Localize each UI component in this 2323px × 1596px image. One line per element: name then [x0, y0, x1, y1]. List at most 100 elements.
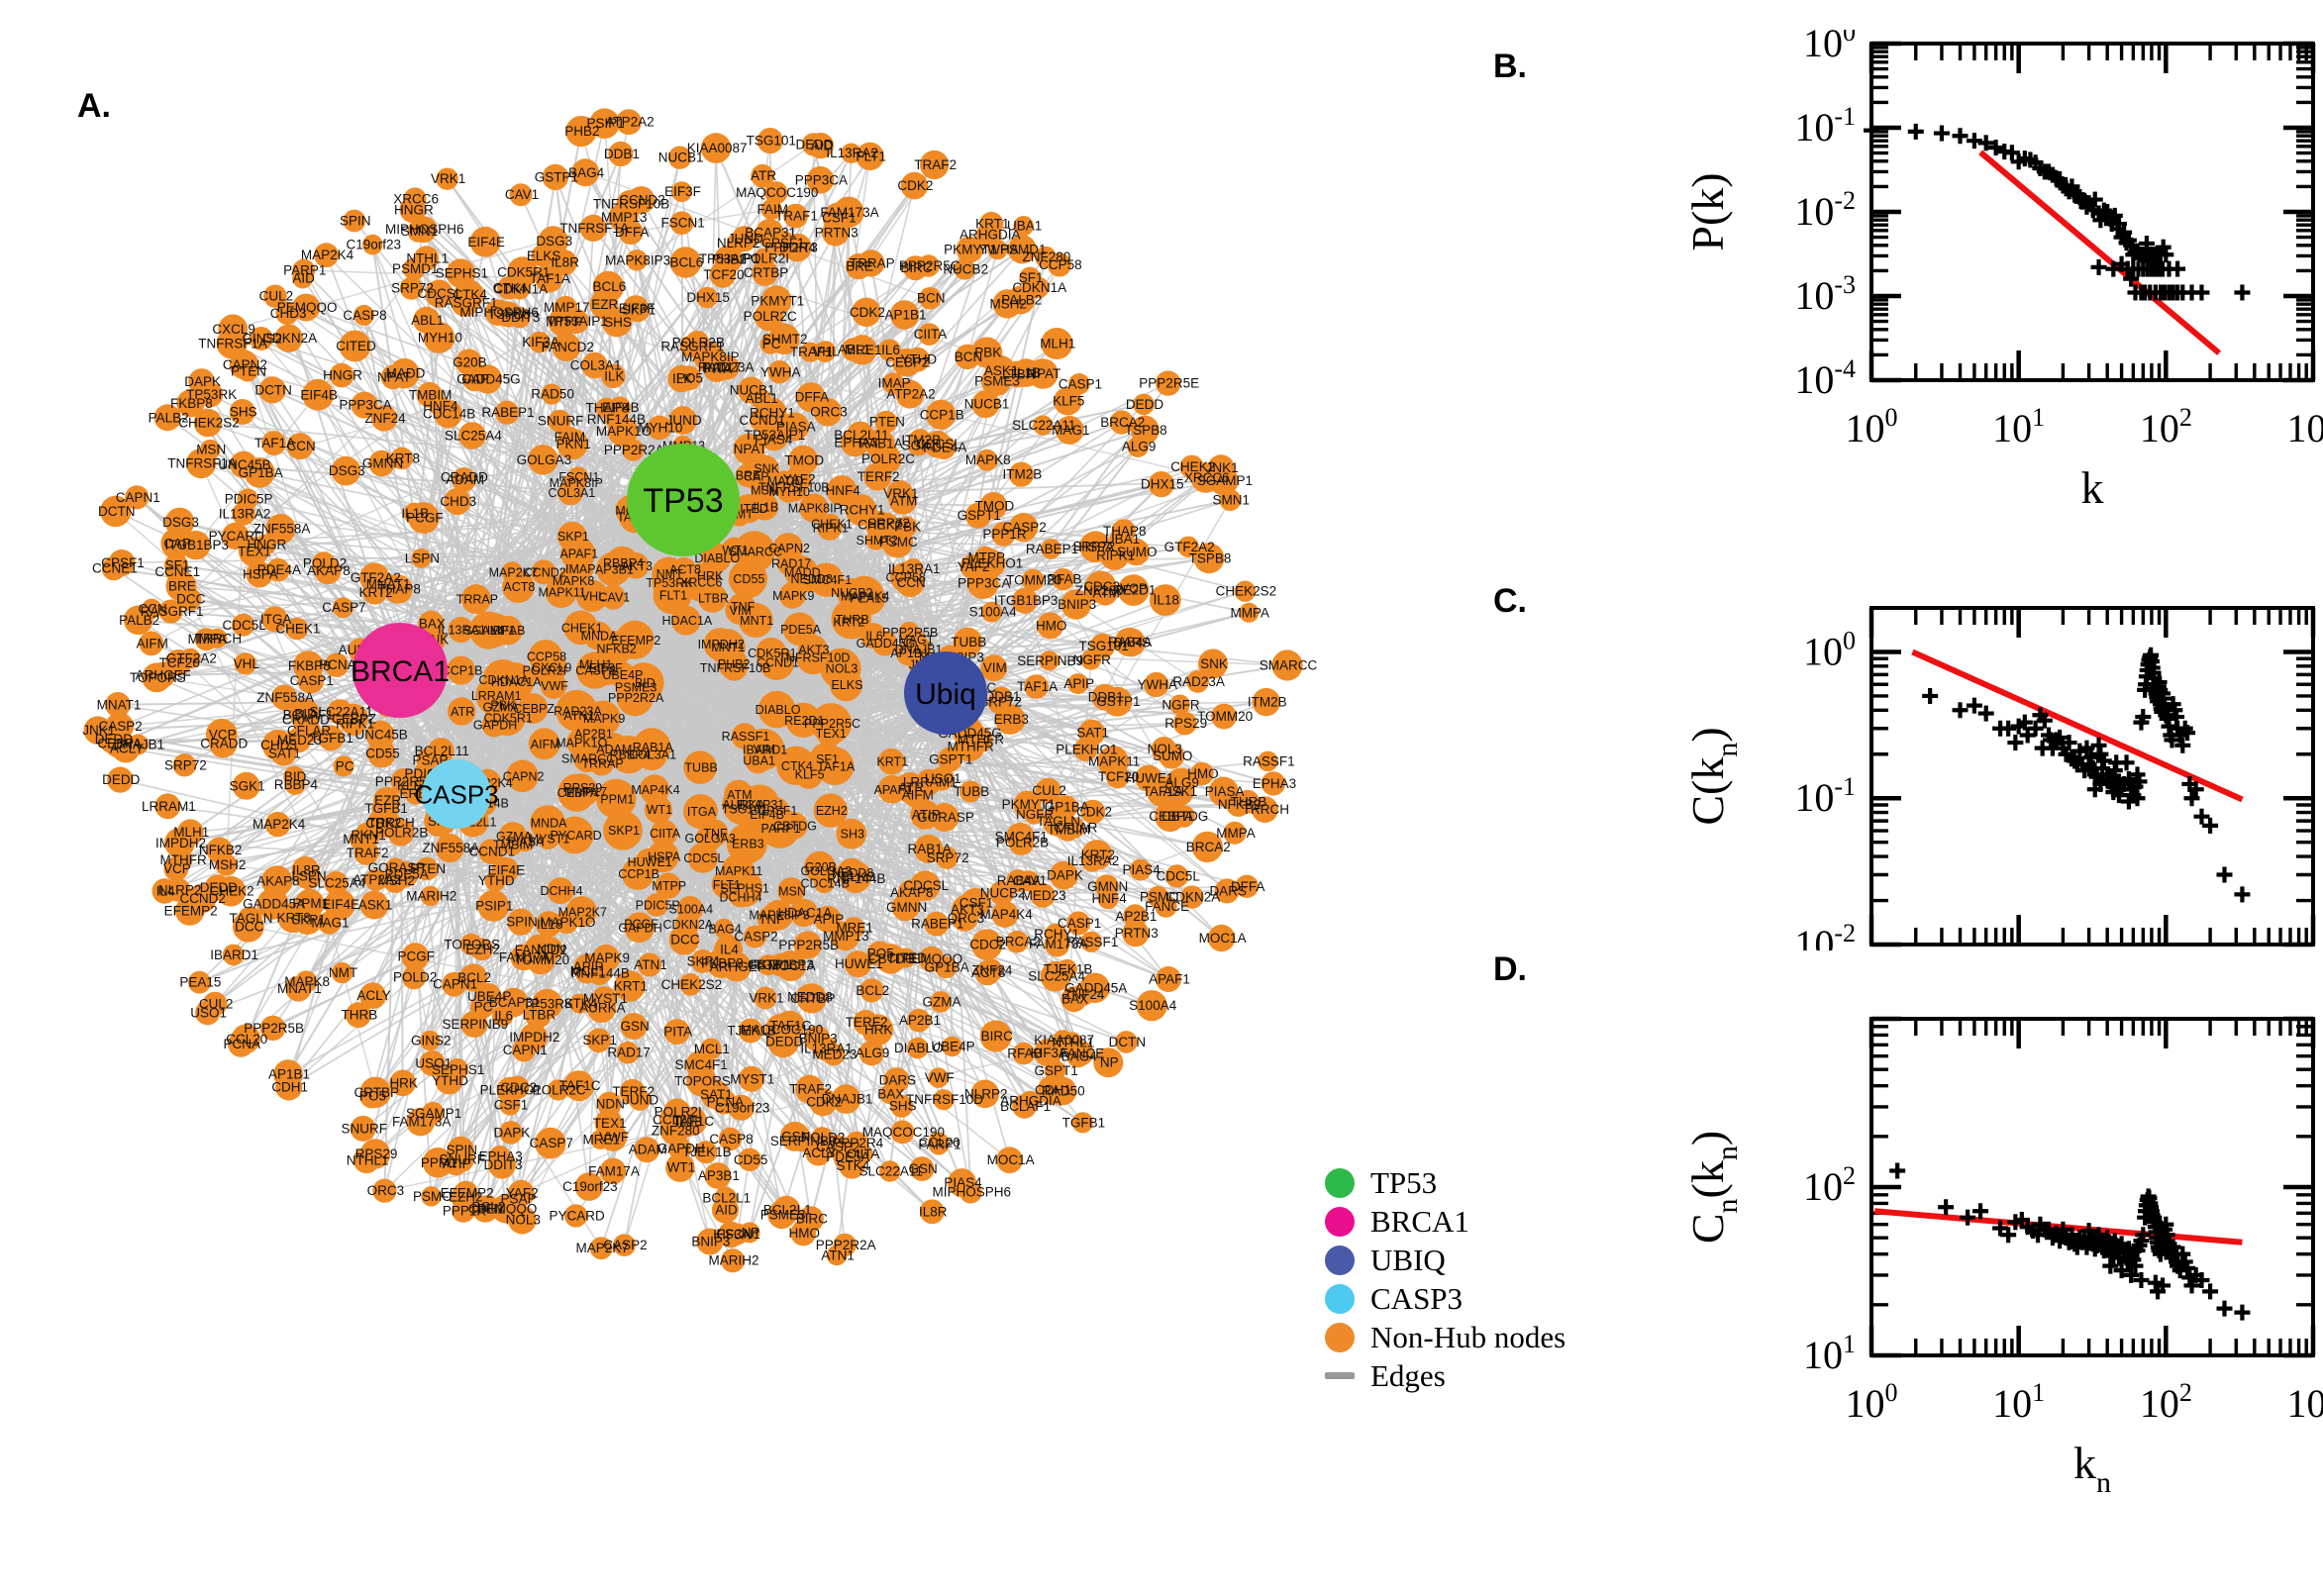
network-node[interactable] — [1208, 776, 1239, 807]
network-node[interactable] — [541, 383, 562, 405]
network-node[interactable] — [425, 279, 454, 308]
network-node[interactable] — [704, 352, 733, 382]
network-node[interactable] — [556, 428, 588, 460]
network-node[interactable] — [401, 943, 430, 971]
network-node[interactable] — [100, 495, 132, 528]
network-node[interactable] — [1148, 471, 1174, 498]
network-node[interactable] — [1039, 650, 1060, 671]
network-node[interactable] — [696, 1228, 724, 1255]
network-node[interactable] — [991, 901, 1019, 928]
network-node[interactable] — [423, 322, 455, 353]
network-node[interactable] — [1122, 920, 1150, 948]
network-node[interactable] — [797, 1206, 824, 1233]
network-node[interactable] — [647, 415, 672, 441]
network-node[interactable] — [620, 1013, 648, 1040]
network-node[interactable] — [261, 431, 286, 455]
network-node[interactable] — [914, 834, 944, 863]
network-node[interactable] — [127, 734, 149, 755]
network-node[interactable] — [392, 861, 419, 888]
network-node[interactable] — [1027, 276, 1050, 299]
network-node[interactable] — [178, 587, 202, 611]
network-node[interactable] — [669, 247, 702, 278]
network-node[interactable] — [535, 264, 563, 293]
network-node[interactable] — [717, 1221, 745, 1248]
network-node[interactable] — [779, 1121, 810, 1151]
network-node[interactable] — [981, 601, 1002, 623]
network-node[interactable] — [908, 429, 932, 452]
network-node[interactable] — [1207, 924, 1236, 952]
network-node[interactable] — [816, 719, 844, 748]
network-node[interactable] — [970, 1079, 1000, 1109]
network-node[interactable] — [569, 993, 590, 1014]
network-node[interactable] — [1198, 648, 1228, 679]
network-node[interactable] — [502, 570, 535, 603]
network-node[interactable] — [979, 1020, 1012, 1052]
network-node[interactable] — [924, 911, 950, 937]
network-node[interactable] — [139, 631, 164, 656]
network-node[interactable] — [619, 1078, 646, 1105]
network-node[interactable] — [436, 167, 458, 190]
network-node[interactable] — [694, 1141, 718, 1164]
network-node[interactable] — [246, 560, 273, 588]
network-node[interactable] — [548, 306, 579, 337]
network-node[interactable] — [728, 558, 768, 599]
network-node[interactable] — [852, 297, 881, 327]
network-node[interactable] — [991, 686, 1012, 707]
network-node[interactable] — [866, 941, 892, 966]
network-node[interactable] — [752, 259, 778, 286]
network-node[interactable] — [292, 267, 313, 289]
network-node[interactable] — [1028, 358, 1059, 389]
network-node[interactable] — [477, 889, 510, 922]
network-node[interactable] — [529, 331, 551, 353]
network-node[interactable] — [444, 487, 471, 516]
network-node[interactable] — [814, 905, 842, 934]
network-node[interactable] — [331, 455, 361, 486]
network-node[interactable] — [180, 648, 201, 669]
network-node[interactable] — [586, 993, 617, 1023]
network-node[interactable] — [125, 485, 150, 510]
network-node[interactable] — [638, 952, 661, 977]
network-node[interactable] — [751, 493, 779, 521]
network-node[interactable] — [979, 492, 1008, 520]
network-node[interactable] — [491, 856, 519, 884]
network-node[interactable] — [889, 561, 920, 592]
network-node[interactable] — [176, 389, 205, 418]
network-node[interactable] — [351, 391, 378, 419]
network-node[interactable] — [581, 351, 608, 379]
network-node[interactable] — [928, 1132, 950, 1153]
network-node[interactable] — [614, 970, 646, 1002]
network-node[interactable] — [1060, 589, 1091, 620]
network-node[interactable] — [271, 684, 297, 711]
network-node[interactable] — [846, 253, 872, 280]
network-node[interactable] — [531, 559, 556, 585]
network-node[interactable] — [777, 480, 800, 503]
network-node[interactable] — [420, 885, 441, 907]
network-node[interactable] — [754, 986, 777, 1010]
network-node[interactable] — [1007, 235, 1037, 264]
network-node[interactable] — [142, 598, 162, 619]
network-node[interactable] — [488, 1146, 511, 1168]
network-node[interactable] — [422, 1147, 454, 1178]
network-node[interactable] — [447, 655, 476, 685]
network-node[interactable] — [760, 198, 782, 220]
network-node[interactable] — [547, 877, 574, 905]
network-node[interactable] — [996, 1147, 1023, 1173]
network-node[interactable] — [1092, 580, 1118, 606]
network-node[interactable] — [677, 1106, 707, 1137]
network-node[interactable] — [919, 1199, 945, 1225]
network-node[interactable] — [820, 513, 842, 535]
network-node[interactable] — [1147, 885, 1169, 908]
network-node[interactable] — [1156, 370, 1181, 396]
network-node[interactable] — [696, 286, 718, 309]
network-node[interactable] — [193, 408, 223, 438]
network-node[interactable] — [350, 1115, 376, 1142]
network-node[interactable] — [371, 795, 399, 823]
network-node[interactable] — [470, 938, 494, 961]
network-node[interactable] — [858, 1041, 884, 1066]
network-node[interactable] — [783, 203, 808, 229]
network-node[interactable] — [215, 853, 238, 876]
network-node[interactable] — [1129, 858, 1152, 881]
network-node[interactable] — [933, 1089, 955, 1111]
network-node[interactable] — [892, 348, 921, 377]
network-node[interactable] — [667, 364, 695, 393]
